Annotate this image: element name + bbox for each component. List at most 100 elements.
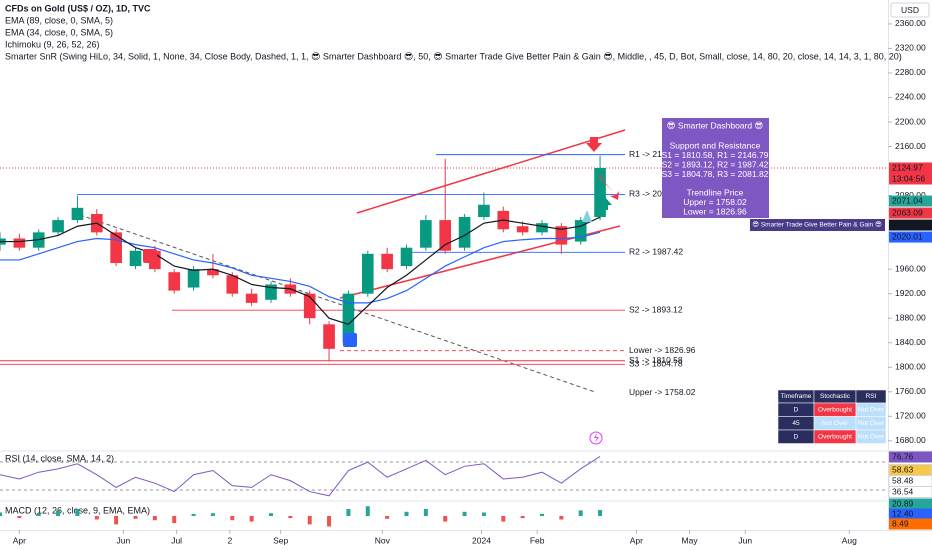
x-tick-label: Feb (530, 535, 545, 545)
dashboard-line: S1 = 1810.58, R1 = 2146.79 (662, 150, 769, 160)
level-label: R2 -> 1987.42 (629, 247, 683, 257)
indicator-legend: Smarter SnR (Swing HiLo, 34, Solid, 1, N… (5, 51, 902, 61)
price-label-box (889, 195, 932, 207)
level-label: Lower -> 1826.96 (629, 345, 696, 355)
x-tick-label: Jun (117, 535, 131, 545)
y-tick-label: 2200.00 (895, 116, 926, 126)
y-tick-label: 2160.00 (895, 141, 926, 151)
y-tick-label: 1800.00 (895, 361, 926, 371)
y-tick-label: 2280.00 (895, 67, 926, 77)
y-tick-label: 1760.00 (895, 386, 926, 396)
table-cell: D (794, 434, 799, 441)
price-label: 2063.09 (892, 207, 923, 217)
x-tick-label: 2024 (472, 535, 491, 545)
table-cell: Not Over (858, 407, 885, 414)
dashboard-line: Upper = 1758.02 (683, 197, 747, 207)
candle-body (516, 226, 529, 233)
table-cell: Overbought (818, 434, 852, 441)
dashboard-line: S3 = 1804.78, R3 = 2081.82 (662, 169, 769, 179)
countdown: 13:04:56 (892, 173, 925, 183)
macd-histogram (191, 513, 196, 516)
price-label-box (889, 231, 932, 243)
price-label-box (889, 162, 932, 174)
candle-body (555, 226, 568, 245)
ema-line (0, 216, 601, 325)
candle-body (323, 324, 335, 349)
macd-histogram (75, 509, 80, 516)
x-tick-label: Jul (171, 535, 182, 545)
macd-histogram (307, 516, 312, 525)
indicator-legend: EMA (89, close, 0, SMA, 5) (5, 15, 113, 25)
table-cell: Not Over (858, 434, 885, 441)
table-header: Timeframe (781, 393, 812, 400)
y-tick-label: 2320.00 (895, 43, 926, 53)
price-label-box (889, 508, 932, 520)
macd-histogram (133, 516, 138, 519)
macd-histogram (423, 509, 428, 516)
price-label: 2020.01 (892, 231, 923, 241)
countdown-box (889, 173, 932, 185)
candle-body (381, 253, 393, 270)
table-header: Stochastic (820, 393, 851, 400)
price-label: 2124.97 (892, 162, 923, 172)
y-tick-label: 2080.00 (895, 190, 926, 200)
level-label: S1 -> 1810.58 (629, 355, 683, 365)
candle-body (265, 284, 277, 300)
x-tick-label: Aug (842, 535, 857, 545)
trend-upper (356, 129, 626, 214)
macd-histogram (520, 516, 525, 519)
table-cell: Not Over (822, 420, 849, 427)
candle-body (361, 253, 374, 294)
dashboard-line: Support and Resistance (670, 140, 761, 150)
x-tick-label: 2 (227, 535, 232, 545)
price-label: 2044.87 (892, 219, 923, 229)
candle-body (458, 217, 471, 248)
candle-body (207, 269, 219, 276)
macd-histogram (404, 511, 409, 516)
price-label-box (889, 518, 932, 530)
price-label: 76.76 (892, 451, 914, 461)
candle-body (110, 232, 122, 264)
currency-box (890, 2, 930, 18)
y-tick-label: 1960.00 (895, 263, 926, 273)
price-label: 8.49 (892, 518, 909, 528)
macd-histogram (501, 516, 506, 522)
macd-histogram (559, 516, 564, 520)
main-pane: R1 -> 2146.79 R3 -> 2081.82 R2 -> 1987.42 S… (0, 149, 888, 397)
macd-histogram (17, 516, 22, 519)
candle-body (536, 223, 548, 233)
table-cell: Not Over (858, 420, 885, 427)
up-arrow (596, 196, 612, 210)
candle-body (342, 293, 355, 343)
y-tick-label: 1680.00 (895, 435, 926, 445)
up-arrow (582, 210, 592, 222)
candle-body (187, 269, 200, 288)
candle-body (478, 204, 490, 218)
price-label: 58.48 (892, 475, 914, 485)
macd-histogram (443, 516, 448, 522)
indicator-legend: EMA (34, close, 0, SMA, 5) (5, 27, 113, 37)
table-cell: D (794, 407, 799, 414)
price-label: 12.40 (892, 508, 914, 518)
macd-histogram (578, 510, 583, 516)
macd-histogram (462, 511, 467, 516)
macd-histogram (539, 513, 544, 516)
macd-histogram (598, 510, 603, 516)
candle-body (129, 250, 142, 267)
candle-body (574, 220, 587, 242)
currency: USD (901, 5, 919, 15)
candle-body (71, 207, 84, 221)
macd-histogram (288, 516, 293, 519)
macd-histogram (481, 512, 486, 516)
candle-body (245, 293, 258, 303)
y-tick-label: 1840.00 (895, 337, 926, 347)
candle-body (420, 220, 432, 248)
macd-histogram (210, 513, 215, 516)
price-label-box (889, 451, 932, 463)
indicator-legend: Ichimoku (9, 26, 52, 26) (5, 39, 100, 49)
level-label: Upper -> 1758.02 (629, 387, 696, 397)
dashboard-line: Trendline Price (687, 187, 744, 197)
dashboard-banner (750, 219, 885, 231)
